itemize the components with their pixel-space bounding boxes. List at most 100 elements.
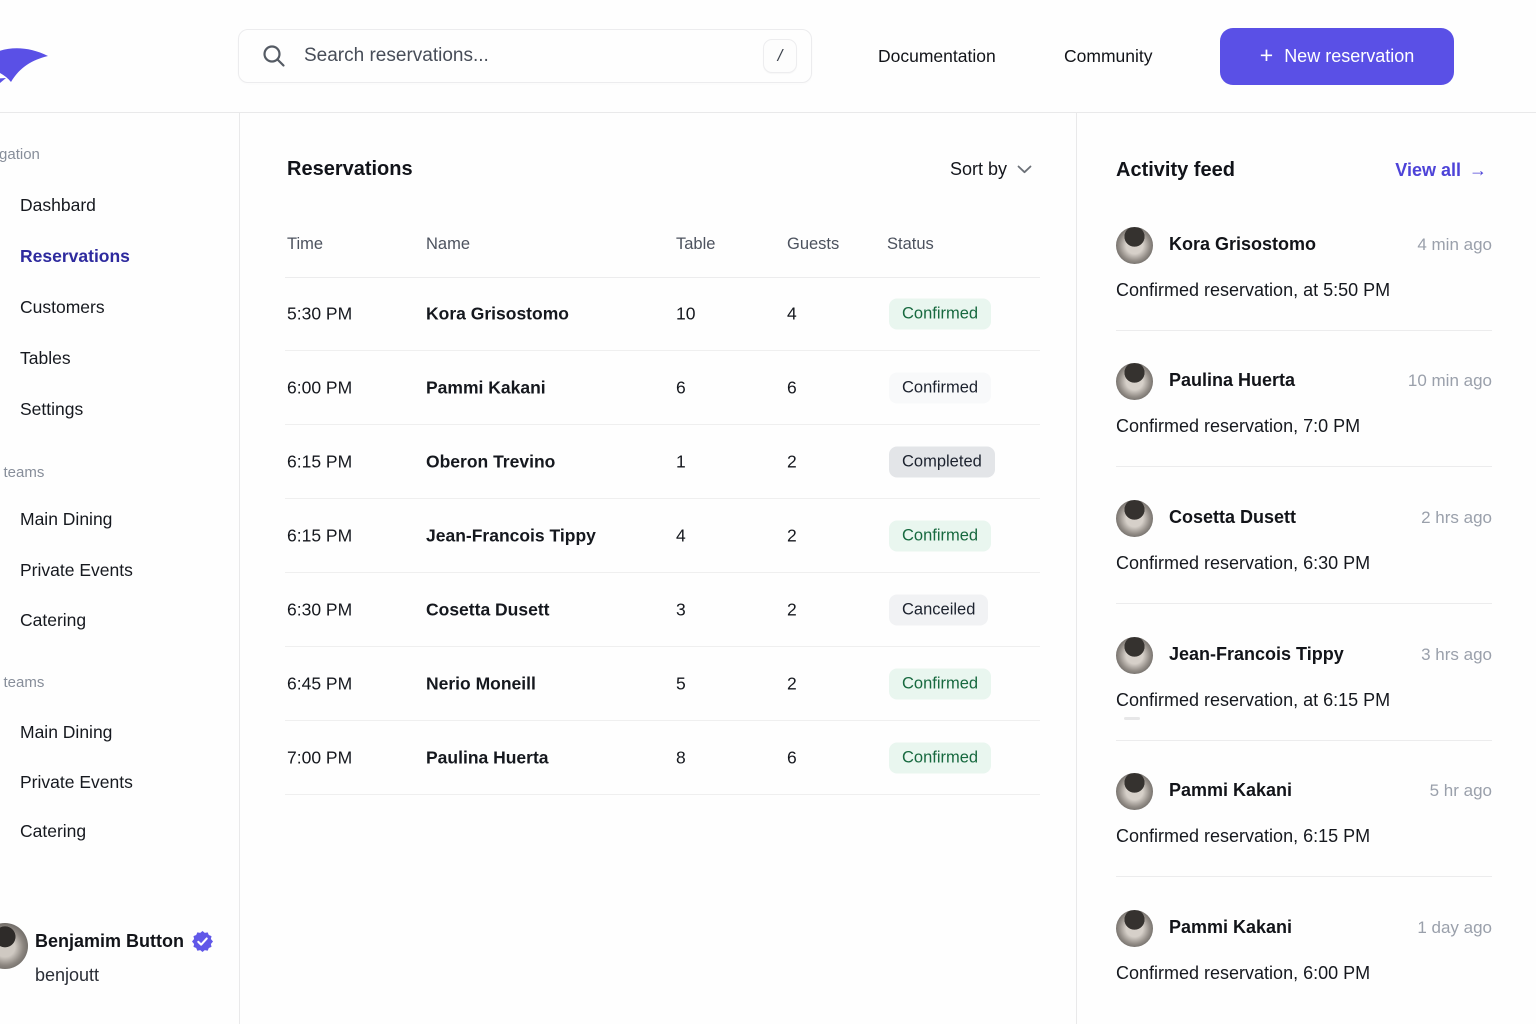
feed-divider	[1116, 876, 1492, 877]
sidebar-item-catering-2[interactable]: Catering	[20, 821, 87, 841]
sidebar: Navigation Dashbard Reservations Custome…	[0, 113, 240, 1024]
feed-description: Confirmed reservation, 6:00 PM	[1116, 963, 1371, 983]
nav-link-community[interactable]: Community	[1064, 46, 1153, 66]
sidebar-item-settings[interactable]: Settings	[20, 399, 84, 419]
status-badge: Confirmed	[889, 668, 992, 700]
status-badge: Confirmed	[889, 742, 992, 774]
user-profile[interactable]: Benjamim Button benjoutt	[0, 908, 240, 1024]
reservations-panel: Reservations Sort by Time Name Table Gue…	[240, 113, 1076, 1024]
table-row[interactable]: 6:00 PM Pammi Kakani 6 6 Confirmed	[240, 351, 1040, 425]
cell-name: Kora Grisostomo	[426, 303, 569, 324]
table-row[interactable]: 6:45 PM Nerio Moneill 5 2 Confirmed	[240, 647, 1040, 721]
user-avatar	[0, 923, 28, 969]
table-row[interactable]: 6:15 PM Jean-Francois Tippy 4 2 Confirme…	[240, 499, 1040, 573]
row-divider	[285, 720, 1040, 721]
status-badge: Confirmed	[889, 520, 992, 552]
new-reservation-button[interactable]: + New reservation	[1220, 28, 1454, 85]
feed-description: Confirmed reservation, 6:15 PM	[1116, 826, 1371, 846]
sidebar-item-dashboard[interactable]: Dashbard	[20, 195, 96, 215]
feed-item[interactable]: Pammi Kakani 5 hr ago Confirmed reservat…	[1116, 773, 1492, 910]
table-row[interactable]: 7:00 PM Paulina Huerta 8 6 Confirmed	[240, 721, 1040, 795]
sort-by-label: Sort by	[949, 159, 1007, 179]
feed-timestamp: 10 min ago	[1407, 371, 1492, 390]
avatar	[1116, 637, 1153, 674]
status-badge: Confirmed	[889, 298, 992, 330]
cell-guests: 2	[787, 599, 797, 620]
feed-user-name: Cosetta Dusett	[1169, 507, 1297, 527]
cell-name: Paulina Huerta	[426, 747, 549, 768]
feed-divider	[1116, 603, 1492, 604]
row-divider	[285, 572, 1040, 573]
brand-logo-icon[interactable]	[0, 40, 66, 92]
cell-name: Pammi Kakani	[426, 377, 546, 398]
cell-guests: 6	[787, 377, 797, 398]
cell-name: Jean-Francois Tippy	[426, 525, 596, 546]
cell-table: 3	[676, 599, 686, 620]
sort-by-dropdown[interactable]: Sort by	[950, 159, 1032, 180]
arrow-right-icon: →	[1469, 160, 1487, 180]
row-divider	[285, 424, 1040, 425]
search-bar[interactable]: /	[238, 29, 812, 83]
verified-badge-icon	[192, 931, 214, 952]
status-badge: Completed	[889, 446, 995, 478]
feed-item[interactable]: Jean-Francois Tippy 3 hrs ago Confirmed …	[1116, 637, 1492, 774]
feed-timestamp: 3 hrs ago	[1421, 645, 1492, 664]
activity-feed-title: Activity feed	[1116, 159, 1235, 181]
row-divider	[285, 646, 1040, 647]
cell-table: 1	[676, 451, 686, 472]
avatar	[1116, 500, 1153, 537]
nav-link-documentation[interactable]: Documentation	[878, 46, 996, 66]
cell-table: 10	[676, 303, 696, 324]
feed-description: Confirmed reservation, at 5:50 PM	[1116, 280, 1391, 300]
sidebar-item-private-events-2[interactable]: Private Events	[20, 772, 133, 792]
sidebar-item-main-dining-2[interactable]: Main Dining	[20, 722, 113, 742]
sidebar-item-catering-1[interactable]: Catering	[20, 610, 87, 630]
new-reservation-label: New reservation	[1284, 46, 1415, 66]
feed-item[interactable]: Pammi Kakani 1 day ago Confirmed reserva…	[1116, 910, 1492, 1024]
row-divider	[285, 498, 1040, 499]
feed-timestamp: 1 day ago	[1417, 918, 1492, 937]
feed-user-name: Pammi Kakani	[1169, 917, 1293, 937]
chevron-down-icon	[1017, 165, 1032, 174]
feed-description: Confirmed reservation, 7:0 PM	[1116, 416, 1361, 436]
table-row[interactable]: 6:30 PM Cosetta Dusett 3 2 Canceiled	[240, 573, 1040, 647]
view-all-link[interactable]: View all →	[1395, 160, 1487, 181]
cell-time: 6:45 PM	[287, 673, 353, 694]
table-row[interactable]: 5:30 PM Kora Grisostomo 10 4 Confirmed	[240, 277, 1040, 351]
feed-user-name: Paulina Huerta	[1169, 370, 1296, 390]
table-row[interactable]: 6:15 PM Oberon Trevino 1 2 Completed	[240, 425, 1040, 499]
feed-item[interactable]: Cosetta Dusett 2 hrs ago Confirmed reser…	[1116, 500, 1492, 637]
table-header-row: Time Name Table Guests Status	[240, 235, 1032, 277]
cell-time: 6:15 PM	[287, 525, 353, 546]
search-input[interactable]	[304, 45, 763, 67]
column-header-guests: Guests	[787, 235, 840, 253]
cell-name: Cosetta Dusett	[426, 599, 550, 620]
cell-time: 6:15 PM	[287, 451, 353, 472]
sidebar-section-navigation: Navigation	[0, 146, 40, 163]
user-name: Benjamim Button	[35, 931, 185, 951]
feed-divider	[1116, 330, 1492, 331]
column-header-table: Table	[676, 235, 716, 253]
sidebar-item-private-events-1[interactable]: Private Events	[20, 560, 133, 580]
cell-time: 6:30 PM	[287, 599, 353, 620]
header-divider	[285, 277, 1040, 278]
decorative-dash	[1124, 717, 1140, 720]
cell-time: 7:00 PM	[287, 747, 353, 768]
avatar	[1116, 363, 1153, 400]
avatar	[1116, 910, 1153, 947]
feed-item[interactable]: Kora Grisostomo 4 min ago Confirmed rese…	[1116, 227, 1492, 364]
column-header-name: Name	[426, 235, 471, 253]
cell-guests: 2	[787, 673, 797, 694]
feed-user-name: Pammi Kakani	[1169, 780, 1293, 800]
cell-time: 6:00 PM	[287, 377, 353, 398]
status-badge: Confirmed	[889, 372, 992, 404]
user-username: benjoutt	[35, 965, 100, 985]
cell-table: 5	[676, 673, 686, 694]
feed-item[interactable]: Paulina Huerta 10 min ago Confirmed rese…	[1116, 363, 1492, 500]
search-icon	[263, 45, 285, 67]
sidebar-item-reservations[interactable]: Reservations	[20, 246, 130, 266]
sidebar-item-tables[interactable]: Tables	[20, 348, 71, 368]
sidebar-item-customers[interactable]: Customers	[20, 297, 105, 317]
feed-timestamp: 4 min ago	[1417, 235, 1492, 254]
sidebar-item-main-dining-1[interactable]: Main Dining	[20, 509, 113, 529]
